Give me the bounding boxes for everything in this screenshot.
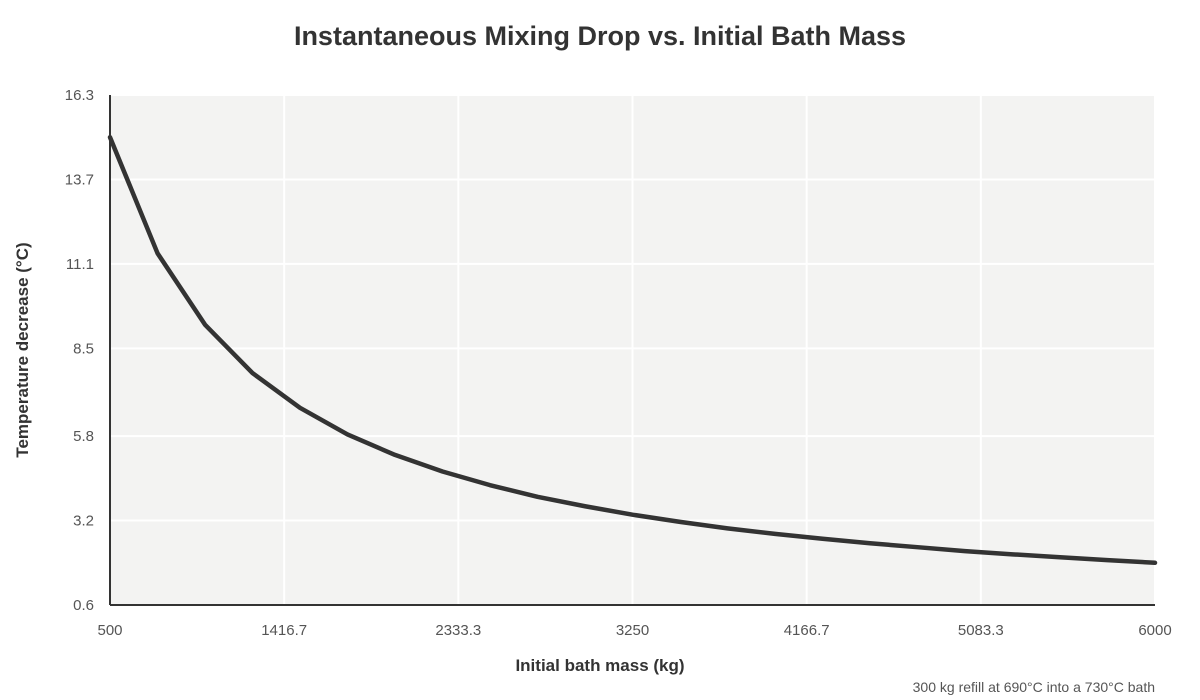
y-axis-ticks: 0.6 3.2 5.8 8.5 11.1 13.7 16.3 bbox=[65, 87, 94, 614]
x-tick-label: 1416.7 bbox=[261, 622, 307, 639]
x-tick-label: 2333.3 bbox=[435, 622, 481, 639]
chart-title: Instantaneous Mixing Drop vs. Initial Ba… bbox=[294, 21, 906, 51]
x-tick-label: 500 bbox=[97, 622, 122, 639]
y-tick-label: 8.5 bbox=[73, 340, 94, 357]
y-tick-label: 13.7 bbox=[65, 171, 94, 188]
x-axis-label: Initial bath mass (kg) bbox=[515, 656, 684, 675]
y-axis-label: Temperature decrease (°C) bbox=[13, 242, 32, 457]
x-tick-label: 4166.7 bbox=[784, 622, 830, 639]
y-tick-label: 0.6 bbox=[73, 597, 94, 614]
y-tick-label: 16.3 bbox=[65, 87, 94, 104]
y-tick-label: 11.1 bbox=[66, 256, 94, 273]
x-axis-ticks: 500 1416.7 2333.3 3250 4166.7 5083.3 6000 bbox=[97, 622, 1171, 639]
x-tick-label: 6000 bbox=[1138, 622, 1171, 639]
x-tick-label: 5083.3 bbox=[958, 622, 1004, 639]
series-layer bbox=[107, 134, 1158, 566]
series-line bbox=[107, 134, 1158, 566]
y-tick-label: 3.2 bbox=[73, 513, 94, 530]
x-tick-label: 3250 bbox=[616, 622, 649, 639]
axes bbox=[109, 95, 1155, 606]
chart-annotation: 300 kg refill at 690°C into a 730°C bath bbox=[913, 679, 1155, 695]
y-tick-label: 5.8 bbox=[73, 428, 94, 445]
